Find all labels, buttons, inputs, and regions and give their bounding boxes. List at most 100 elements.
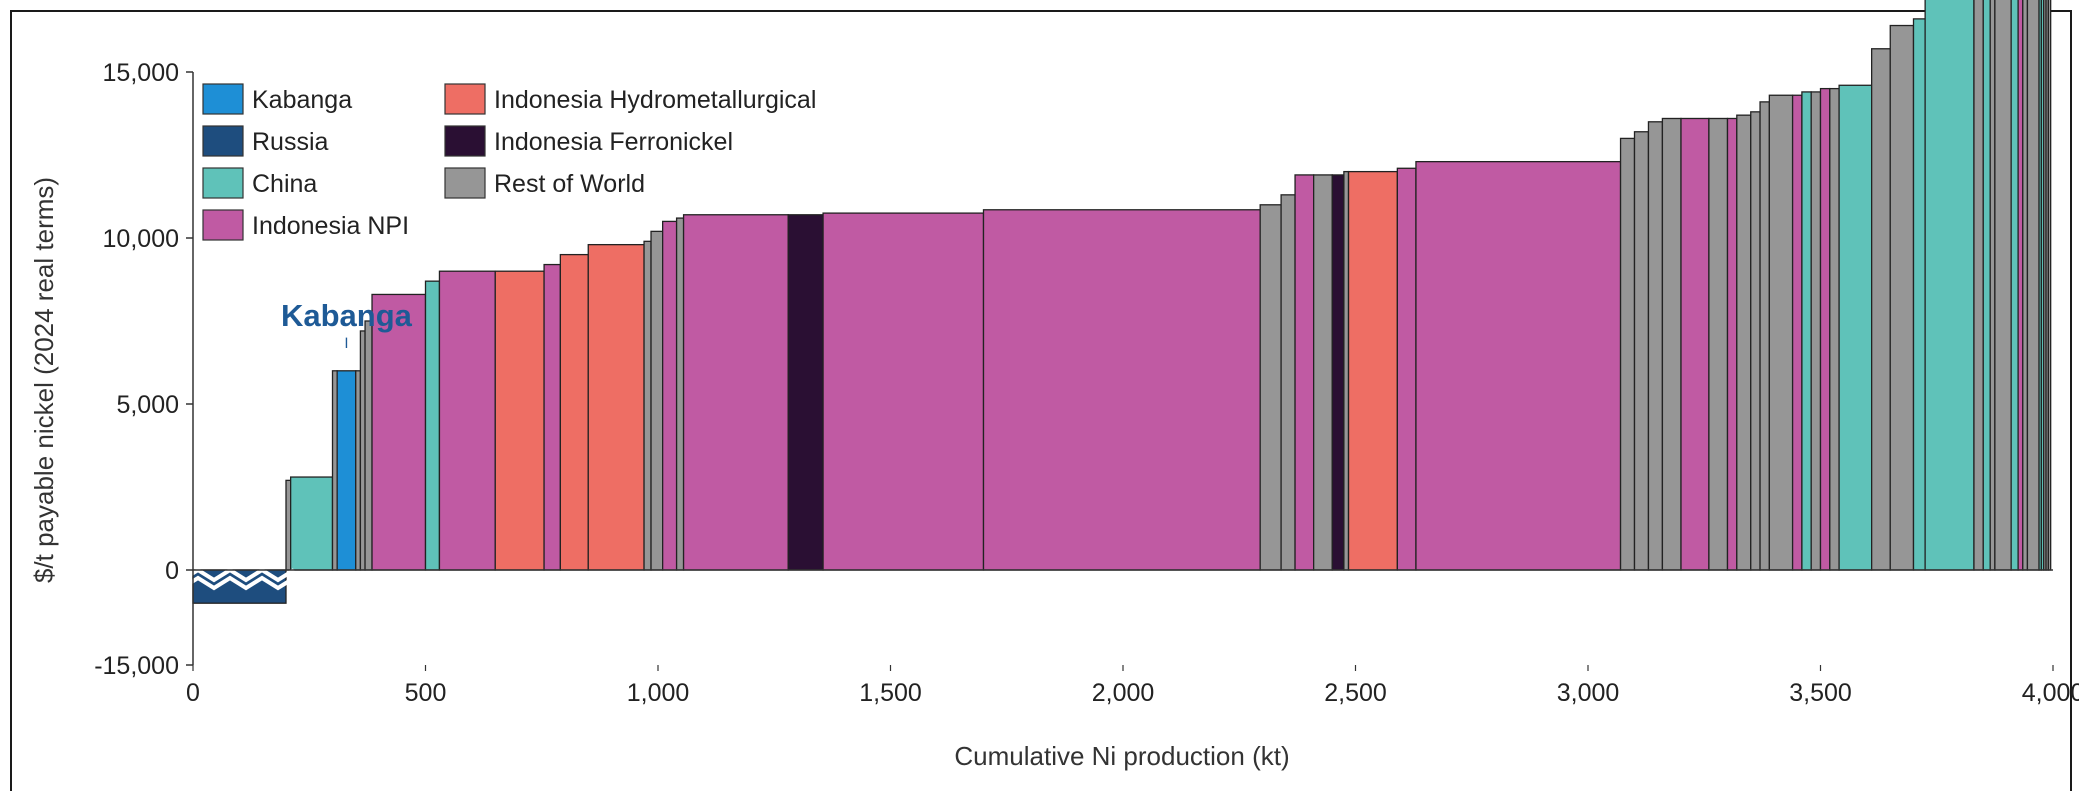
cost-segment-43 xyxy=(1768,94,1794,571)
cost-segment-20 xyxy=(682,214,789,571)
cost-segment-16 xyxy=(643,240,652,571)
legend: Kabanga Indonesia Hydrometallurgical Russi… xyxy=(202,83,816,241)
cost-segment-10 xyxy=(424,280,441,571)
chart-frame xyxy=(10,10,2072,791)
kabanga-annotation-label: Kabanga xyxy=(281,298,413,333)
cost-segment-49 xyxy=(1838,84,1873,571)
cost-segment-61 xyxy=(2026,0,2040,571)
cost-segment-2 xyxy=(285,479,292,571)
x-tick-label: 2,500 xyxy=(1324,679,1387,707)
cost-segment-25 xyxy=(1280,194,1296,571)
cost-segment-7 xyxy=(359,330,366,571)
cost-segment-42 xyxy=(1759,101,1771,571)
legend-label: Rest of World xyxy=(494,170,645,198)
legend-swatch xyxy=(202,209,244,241)
cost-segment-53 xyxy=(1924,0,1975,571)
cost-segment-30 xyxy=(1347,170,1399,571)
cost-segment-14 xyxy=(559,253,589,571)
y-axis-title: $/t payable nickel (2024 real terms) xyxy=(29,177,59,583)
x-tick-label: 0 xyxy=(186,679,200,707)
cost-segment-8 xyxy=(364,320,373,571)
cost-segment-36 xyxy=(1661,117,1682,571)
cost-segment-39 xyxy=(1726,117,1738,571)
cost-segment-33 xyxy=(1619,137,1636,571)
cost-segment-23 xyxy=(982,209,1261,571)
cost-segment-28 xyxy=(1331,174,1345,571)
cost-segment-47 xyxy=(1819,87,1831,571)
tick-labels: -15,00005,00010,00015,00020,00025,00030,… xyxy=(94,59,2079,707)
cost-segment-58 xyxy=(2010,0,2019,571)
cost-segment-41 xyxy=(1750,111,1761,571)
legend-label: Indonesia Hydrometallurgical xyxy=(494,86,816,114)
cost-segment-48 xyxy=(1829,87,1840,571)
x-tick-label: 3,000 xyxy=(1557,679,1620,707)
cost-segment-19 xyxy=(675,217,685,571)
x-tick-label: 4,000 xyxy=(2022,679,2079,707)
cost-segment-5 xyxy=(336,370,357,571)
x-tick-label: 2,000 xyxy=(1092,679,1155,707)
cost-segment-26 xyxy=(1294,174,1315,571)
cost-segment-50 xyxy=(1871,48,1891,571)
cost-segment-60 xyxy=(2022,0,2029,571)
x-tick-label: 500 xyxy=(405,679,447,707)
cost-segment-38 xyxy=(1708,117,1729,571)
cost-segment-21 xyxy=(787,214,824,571)
legend-label: China xyxy=(252,170,317,198)
cost-segment-3 xyxy=(289,476,334,571)
axis-break-mark-1 xyxy=(188,567,296,583)
y-tick-label: 5,000 xyxy=(116,391,179,419)
legend-swatch xyxy=(202,167,244,199)
axis-break-marks xyxy=(188,567,296,591)
legend-label: Indonesia Ferronickel xyxy=(494,128,733,156)
cost-segment-13 xyxy=(543,263,562,571)
cost-segment-29 xyxy=(1343,170,1350,571)
legend-label: Russia xyxy=(252,128,329,156)
cost-segment-35 xyxy=(1647,121,1664,571)
x-axis-title: Cumulative Ni production (kt) xyxy=(954,741,1289,771)
cost-segment-9 xyxy=(371,293,427,571)
cost-segment-22 xyxy=(822,212,985,571)
y-tick-label: 0 xyxy=(165,557,179,585)
cost-segment-17 xyxy=(650,230,664,571)
cost-segment-27 xyxy=(1313,174,1333,571)
annotation-layer: Kabanga xyxy=(281,298,413,348)
y-tick-label: 15,000 xyxy=(103,59,179,87)
x-tick-label: 1,000 xyxy=(627,679,690,707)
cost-segment-11 xyxy=(438,270,496,571)
cost-segment-59 xyxy=(2017,0,2024,571)
cost-segment-54 xyxy=(1973,0,1984,571)
cost-segment-45 xyxy=(1801,91,1812,571)
x-tick-label: 1,500 xyxy=(859,679,922,707)
cost-segment-57 xyxy=(1994,0,2012,571)
cost-segment-51 xyxy=(1889,24,1915,571)
cost-segment-12 xyxy=(494,270,545,571)
legend-swatch xyxy=(444,125,486,157)
cost-segment-34 xyxy=(1633,131,1650,571)
cost-segment-18 xyxy=(662,220,678,571)
cost-segment-44 xyxy=(1791,94,1803,571)
cost-segment-4 xyxy=(331,370,338,571)
y-tick-label: -15,000 xyxy=(94,652,179,680)
cost-segment-52 xyxy=(1912,18,1926,571)
cost-segment-37 xyxy=(1680,117,1710,571)
legend-label: Indonesia NPI xyxy=(252,212,409,240)
x-tick-label: 3,500 xyxy=(1789,679,1852,707)
legend-swatch xyxy=(202,125,244,157)
axis-break-mark-2 xyxy=(188,575,296,591)
cost-segment-56 xyxy=(1989,0,1996,571)
cost-segment-15 xyxy=(587,243,645,571)
cost-segment-46 xyxy=(1810,91,1822,571)
cost-segment-31 xyxy=(1396,167,1417,571)
axes-layer xyxy=(192,72,2053,665)
cost-segment-40 xyxy=(1736,114,1752,571)
cost-segment-32 xyxy=(1415,160,1622,571)
cost-segment-24 xyxy=(1259,204,1282,571)
legend-swatch xyxy=(444,83,486,115)
cost-segment-66 xyxy=(2047,0,2052,571)
legend-swatch xyxy=(202,83,244,115)
y-tick-label: 10,000 xyxy=(103,225,179,253)
cost-segment-55 xyxy=(1982,0,1991,571)
cost-segment-6 xyxy=(355,370,362,571)
legend-swatch xyxy=(444,167,486,199)
